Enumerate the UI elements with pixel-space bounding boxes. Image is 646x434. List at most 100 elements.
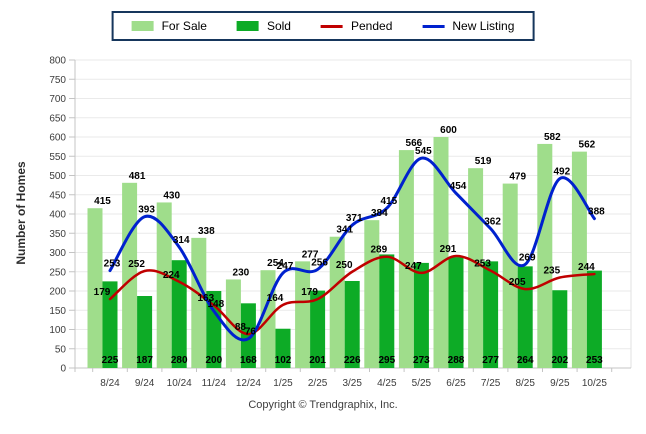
svg-text:205: 205	[509, 277, 526, 288]
svg-text:225: 225	[102, 355, 119, 366]
svg-text:9/25: 9/25	[550, 378, 570, 389]
svg-text:12/24: 12/24	[236, 378, 261, 389]
svg-text:415: 415	[380, 196, 397, 207]
svg-text:371: 371	[346, 213, 363, 224]
legend-label: For Sale	[161, 19, 207, 33]
svg-text:253: 253	[104, 259, 121, 270]
svg-text:500: 500	[49, 171, 66, 182]
svg-text:400: 400	[49, 210, 66, 221]
svg-text:700: 700	[49, 94, 66, 105]
svg-text:384: 384	[371, 208, 388, 219]
svg-text:244: 244	[578, 262, 595, 273]
svg-text:250: 250	[336, 260, 353, 271]
svg-text:388: 388	[588, 207, 605, 218]
svg-text:750: 750	[49, 75, 66, 86]
svg-text:450: 450	[49, 190, 66, 201]
svg-text:179: 179	[94, 287, 111, 298]
svg-text:289: 289	[370, 245, 387, 256]
y-axis-title: Number of Homes	[14, 161, 28, 265]
svg-text:566: 566	[406, 138, 423, 149]
svg-text:200: 200	[205, 355, 222, 366]
svg-text:264: 264	[517, 355, 534, 366]
legend-item-new-listing: New Listing	[422, 19, 514, 33]
svg-text:430: 430	[163, 190, 180, 201]
svg-text:253: 253	[586, 355, 603, 366]
svg-text:277: 277	[482, 355, 499, 366]
svg-text:200: 200	[49, 287, 66, 298]
svg-text:9/24: 9/24	[135, 378, 155, 389]
legend-item-sold: Sold	[236, 19, 291, 33]
svg-text:454: 454	[450, 181, 467, 192]
svg-text:288: 288	[448, 355, 465, 366]
svg-text:7/25: 7/25	[481, 378, 501, 389]
svg-text:235: 235	[543, 266, 560, 277]
svg-text:291: 291	[440, 244, 457, 255]
svg-text:256: 256	[311, 257, 328, 268]
svg-text:150: 150	[49, 306, 66, 317]
legend-label: Pended	[350, 19, 393, 33]
svg-text:800: 800	[49, 56, 66, 67]
svg-text:254: 254	[267, 258, 284, 269]
svg-text:224: 224	[163, 270, 180, 281]
copyright-text: Copyright © Trendgraphix, Inc.	[248, 399, 398, 411]
svg-text:8/25: 8/25	[515, 378, 535, 389]
svg-text:168: 168	[240, 355, 257, 366]
svg-text:102: 102	[275, 355, 292, 366]
svg-text:50: 50	[55, 344, 67, 355]
svg-text:148: 148	[207, 299, 224, 310]
legend-item-pended: Pended	[320, 19, 393, 33]
svg-text:100: 100	[49, 325, 66, 336]
svg-text:247: 247	[405, 261, 422, 272]
svg-text:253: 253	[474, 259, 491, 270]
svg-text:10/24: 10/24	[167, 378, 192, 389]
svg-text:582: 582	[544, 132, 561, 143]
svg-text:545: 545	[415, 146, 432, 157]
pended-swatch-icon	[320, 24, 343, 28]
svg-text:300: 300	[49, 248, 66, 259]
for-sale-swatch-icon	[131, 21, 154, 31]
svg-text:88: 88	[235, 322, 247, 333]
svg-text:393: 393	[138, 205, 155, 216]
svg-text:479: 479	[509, 172, 526, 183]
svg-text:481: 481	[129, 171, 146, 182]
legend-label: New Listing	[452, 19, 515, 33]
svg-text:1/25: 1/25	[273, 378, 293, 389]
legend-label: Sold	[266, 19, 291, 33]
legend: For Sale Sold Pended New Listing	[111, 11, 535, 41]
svg-text:11/24: 11/24	[202, 378, 227, 389]
svg-text:280: 280	[171, 355, 188, 366]
svg-text:6/25: 6/25	[446, 378, 466, 389]
svg-text:230: 230	[233, 267, 250, 278]
svg-text:226: 226	[344, 355, 361, 366]
svg-text:341: 341	[336, 225, 353, 236]
svg-text:600: 600	[440, 125, 457, 136]
svg-text:562: 562	[579, 140, 596, 151]
svg-text:252: 252	[128, 259, 145, 270]
svg-text:362: 362	[484, 217, 501, 228]
svg-text:187: 187	[136, 355, 153, 366]
svg-text:350: 350	[49, 229, 66, 240]
svg-text:492: 492	[553, 167, 570, 178]
legend-item-for-sale: For Sale	[131, 19, 207, 33]
svg-text:4/25: 4/25	[377, 378, 397, 389]
svg-text:201: 201	[309, 355, 326, 366]
svg-text:338: 338	[198, 226, 215, 237]
svg-text:8/24: 8/24	[100, 378, 120, 389]
svg-text:277: 277	[302, 249, 319, 260]
svg-text:179: 179	[301, 287, 318, 298]
svg-text:164: 164	[267, 293, 284, 304]
svg-text:250: 250	[49, 267, 66, 278]
svg-text:2/25: 2/25	[308, 378, 328, 389]
svg-text:314: 314	[173, 235, 190, 246]
svg-text:5/25: 5/25	[412, 378, 432, 389]
svg-text:273: 273	[413, 355, 430, 366]
svg-text:163: 163	[197, 293, 214, 304]
svg-text:3/25: 3/25	[342, 378, 362, 389]
svg-text:247: 247	[277, 261, 294, 272]
svg-text:295: 295	[378, 355, 395, 366]
svg-text:415: 415	[94, 196, 111, 207]
svg-text:650: 650	[49, 113, 66, 124]
svg-text:0: 0	[60, 364, 66, 375]
